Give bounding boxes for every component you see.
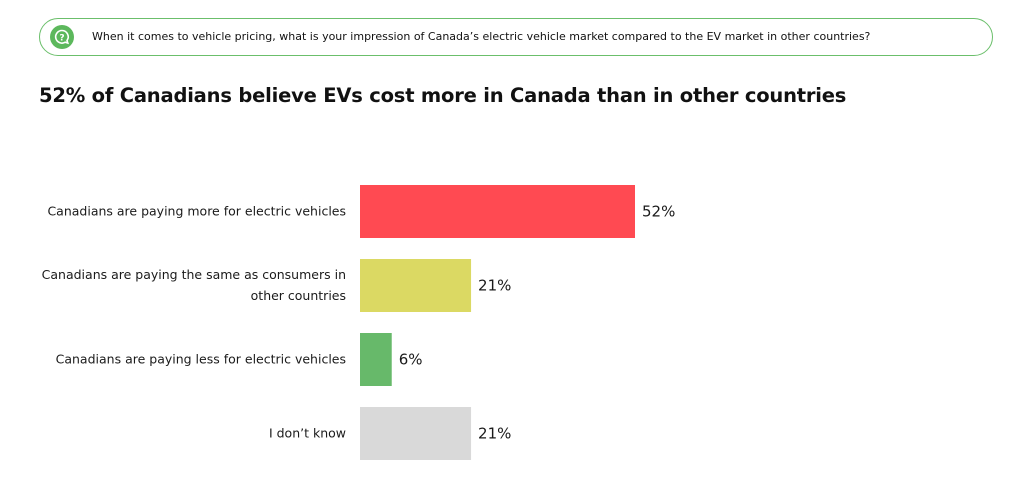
category-label: Canadians are paying the same as consume… — [42, 267, 346, 282]
value-label: 6% — [399, 351, 423, 369]
value-label: 21% — [478, 425, 511, 443]
category-label: Canadians are paying less for electric v… — [56, 352, 346, 367]
svg-text:?: ? — [59, 33, 64, 43]
bar — [360, 185, 635, 238]
category-label: other countries — [251, 288, 346, 303]
bar — [360, 407, 472, 460]
value-label: 52% — [642, 203, 675, 221]
chart-headline: 52% of Canadians believe EVs cost more i… — [39, 84, 847, 107]
question-text: When it comes to vehicle pricing, what i… — [92, 30, 871, 43]
question-banner: ? When it comes to vehicle pricing, what… — [39, 18, 993, 56]
bar — [360, 333, 392, 386]
value-label: 21% — [478, 277, 511, 295]
question-bubble-icon: ? — [50, 25, 74, 49]
category-label: I don’t know — [269, 426, 346, 441]
bar — [360, 259, 472, 312]
category-label: Canadians are paying more for electric v… — [47, 204, 346, 219]
